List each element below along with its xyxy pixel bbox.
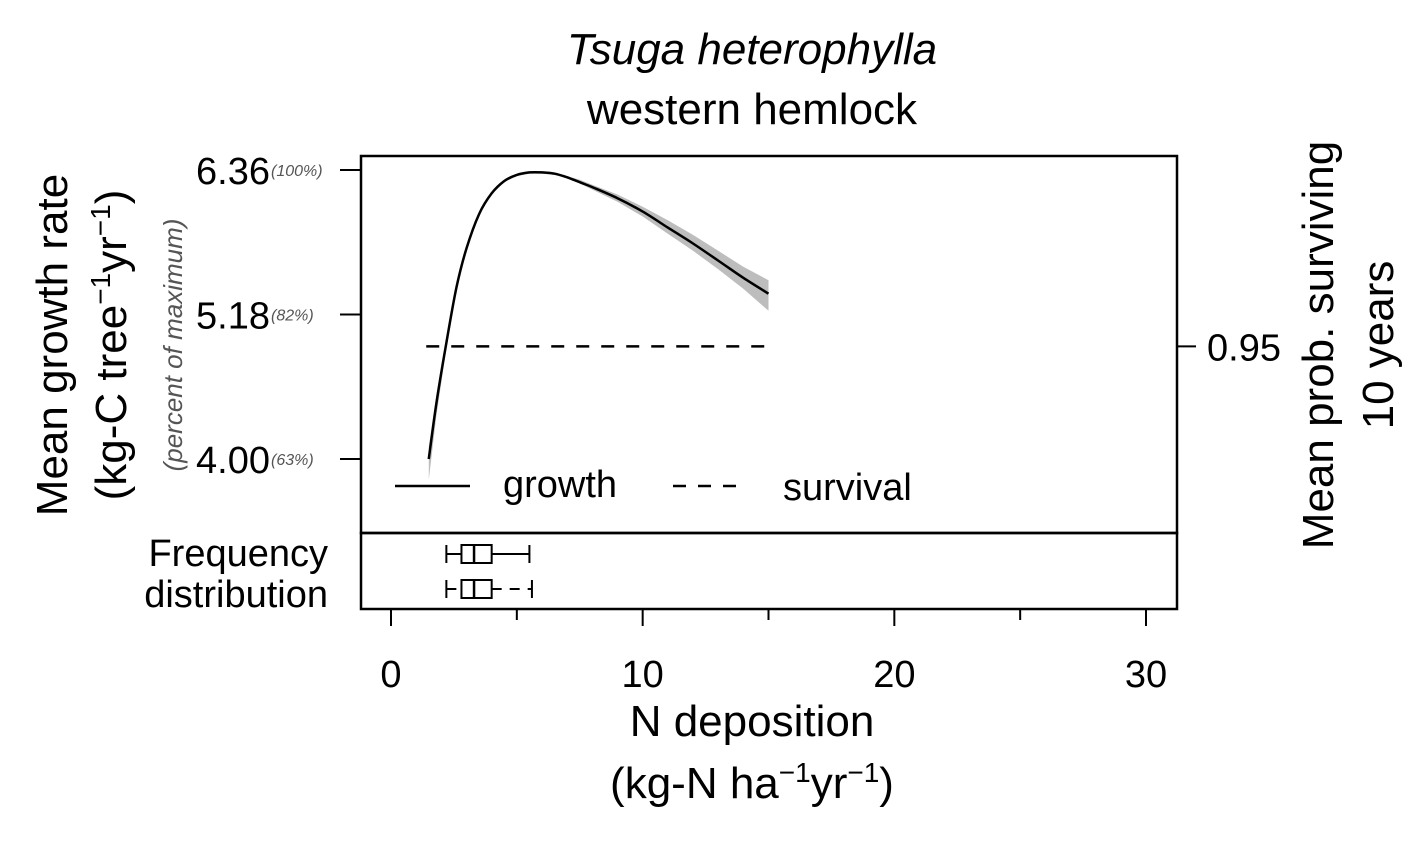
- y-axis-secondary-label: (percent of maximum): [158, 219, 188, 472]
- confidence-band-layer: [428, 171, 769, 480]
- y-tick-percent-label: (100%): [271, 163, 323, 180]
- x-axis-unit: (kg-N ha−1yr−1): [610, 757, 894, 808]
- frequency-label-line1: Frequency: [148, 533, 328, 575]
- y-axis-right: 0.95: [1177, 327, 1281, 369]
- y-axis-title: Mean growth rate: [28, 174, 77, 516]
- chart-title: Tsuga heterophylla: [567, 25, 937, 74]
- frequency-label-line2: distribution: [144, 574, 328, 616]
- y-axis-unit: (kg-C tree−1yr−1): [85, 190, 136, 501]
- x-tick-label: 10: [622, 654, 664, 696]
- growth-confidence-band: [428, 171, 769, 480]
- boxplot-box: [460, 579, 493, 599]
- y-tick-percent-label: (63%): [271, 452, 314, 469]
- boxplot-layer: [445, 544, 533, 599]
- y-tick-percent-label: (82%): [271, 308, 314, 325]
- y2-tick-label: 0.95: [1207, 327, 1281, 369]
- x-tick-label: 20: [873, 654, 915, 696]
- boxplot-box: [460, 544, 493, 564]
- main-plot-frame: [359, 154, 1179, 535]
- y-tick-label: 4.00: [196, 440, 270, 482]
- legend: growth survival: [395, 464, 912, 509]
- x-axis-title: N deposition: [630, 697, 875, 746]
- y2-axis-title-line1: Mean prob. surviving: [1294, 141, 1343, 549]
- y-tick-label: 6.36: [196, 151, 270, 193]
- y2-axis-title-line2: 10 years: [1354, 261, 1403, 430]
- x-tick-label: 30: [1125, 654, 1167, 696]
- growth-line: [427, 170, 770, 460]
- legend-growth-label: growth: [503, 464, 617, 506]
- chart-subtitle: western hemlock: [586, 85, 918, 134]
- y-axis-left: 6.36 (100%) 5.18 (82%) 4.00 (63%): [196, 151, 361, 482]
- x-tick-label: 0: [380, 654, 401, 696]
- y-tick-label: 5.18: [196, 296, 270, 338]
- series-lines-layer: [426, 170, 770, 460]
- x-axis: 0 10 20 30: [380, 608, 1167, 696]
- legend-survival-label: survival: [783, 467, 912, 509]
